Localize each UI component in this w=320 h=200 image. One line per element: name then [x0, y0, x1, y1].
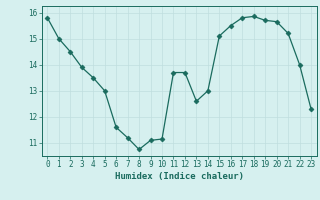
X-axis label: Humidex (Indice chaleur): Humidex (Indice chaleur) — [115, 172, 244, 181]
